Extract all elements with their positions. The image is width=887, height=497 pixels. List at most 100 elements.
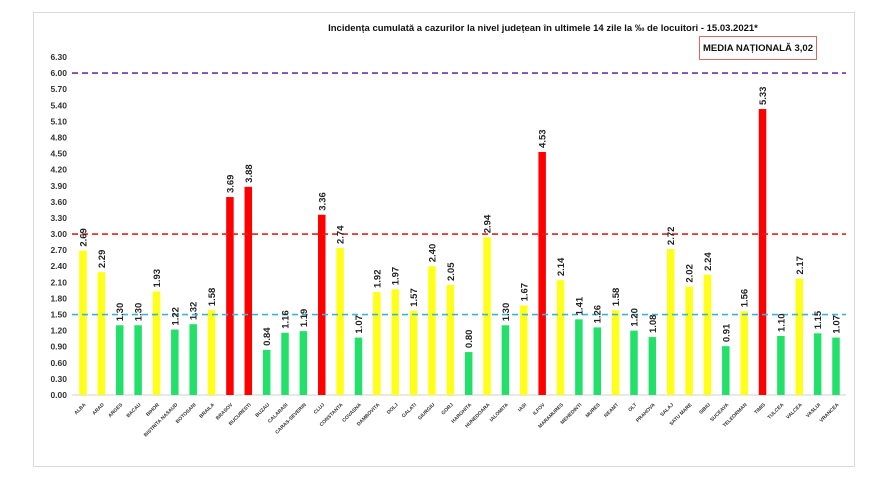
data-label: 2.05 [446,262,457,281]
category-label: ARAD [91,402,106,417]
category-label: SALAJ [659,402,675,418]
data-label: 1.22 [170,307,181,326]
data-label: 2.17 [795,256,806,275]
y-tick-label: 5.40 [50,100,67,110]
bar-prahova [648,337,657,395]
chart-title: Incidența cumulată a cazurilor la nivel … [328,23,758,34]
category-label: ILFOV [532,402,547,417]
bar-bistrita-nasaud [171,329,179,395]
category-label: DOLJ [386,402,400,416]
bar-bihor [152,291,161,395]
y-tick-label: 0.90 [50,342,67,352]
bar-mehedinti [575,319,583,395]
national-average-box: MEDIA NAȚIONALĂ 3,02 [699,36,817,60]
data-label: 0.80 [464,330,475,349]
data-label: 1.08 [648,315,659,334]
y-tick-label: 0.60 [50,358,67,368]
y-tick-label: 6.30 [50,52,67,62]
bar-alba [79,250,87,395]
data-label: 1.93 [152,269,163,288]
bar-braila [207,310,216,395]
bar-salaj [666,249,675,395]
bar-suceava [722,346,730,395]
bar-ialomita [501,325,510,395]
category-label: BOTOSANI [175,402,198,425]
bar-satu-mare [685,286,693,395]
y-tick-label: 4.50 [50,149,67,159]
data-label: 2.14 [556,257,567,276]
category-label: OLT [627,402,638,413]
category-label: BRAILA [198,402,216,420]
category-label: VRANCEA [819,402,841,424]
bar-vrancea [832,337,840,395]
category-label: GORJ [440,402,454,416]
y-tick-label: 0.30 [50,374,67,384]
y-tick-label: 4.80 [50,132,67,142]
data-label: 2.69 [79,228,90,247]
data-label: 2.02 [685,264,696,283]
bar-arad [97,272,106,395]
data-label: 1.30 [501,303,512,322]
data-label: 1.58 [207,288,218,307]
category-label: IASI [517,402,529,414]
data-label: 1.07 [832,315,843,334]
data-label: 3.88 [244,164,255,183]
bar-calarasi [281,332,289,395]
category-label: ARGES [107,402,124,419]
bar-iasi [520,305,528,395]
y-tick-label: 5.10 [50,116,67,126]
category-label: ALBA [73,402,87,416]
category-label: TIMIS [753,402,767,416]
data-label: 4.53 [538,129,549,148]
data-label: 2.40 [427,244,438,263]
y-tick-label: 2.70 [50,245,67,255]
category-label: VALCEA [785,402,804,421]
y-tick-label: 0.00 [50,390,67,400]
y-tick-label: 2.40 [50,261,67,271]
data-label: 0.84 [262,327,273,346]
data-label: 1.07 [354,315,365,334]
data-label: 1.30 [115,303,126,322]
bar-vaslui [813,333,822,395]
bar-botosani [189,324,197,395]
category-label: BACAU [125,402,142,419]
data-label: 1.20 [629,308,640,327]
chart-frame [33,12,855,467]
data-label: 1.67 [519,283,530,302]
y-tick-label: 3.90 [50,181,67,191]
data-label: 1.10 [776,313,787,332]
bar-bacau [134,325,142,395]
bar-cluj [318,214,326,395]
category-label: PRAHOVA [635,402,657,424]
y-tick-label: 4.20 [50,165,67,175]
data-label: 1.16 [281,310,292,329]
bar-maramures [556,280,565,395]
bar-buzau [262,349,271,395]
data-label: 1.19 [299,309,310,328]
bar-giurgiu [428,266,436,395]
data-label: 3.36 [317,192,328,211]
category-label: NEAMT [603,402,620,419]
data-label: 1.57 [409,288,420,307]
bar-dambovita [373,291,381,395]
category-label: CLUJ [313,402,327,416]
y-tick-label: 5.70 [50,84,67,94]
bar-harghita [464,352,473,395]
data-label: 1.56 [740,289,751,308]
bar-gorj [446,285,455,395]
category-label: BIHOR [145,402,161,418]
bar-bucuresti [244,186,253,395]
data-label: 0.91 [721,323,732,342]
category-label: MURES [585,402,602,419]
y-tick-label: 2.10 [50,277,67,287]
bar-hunedoara [483,237,491,395]
category-label: IALOMITA [489,402,510,423]
bar-ilfov [538,151,546,395]
category-label: GALATI [401,402,419,420]
bar-tulcea [777,335,785,395]
data-label: 3.69 [225,175,236,194]
category-label: GIURGIU [417,402,437,422]
bar-galati [409,310,418,395]
data-label: 2.94 [483,214,494,233]
